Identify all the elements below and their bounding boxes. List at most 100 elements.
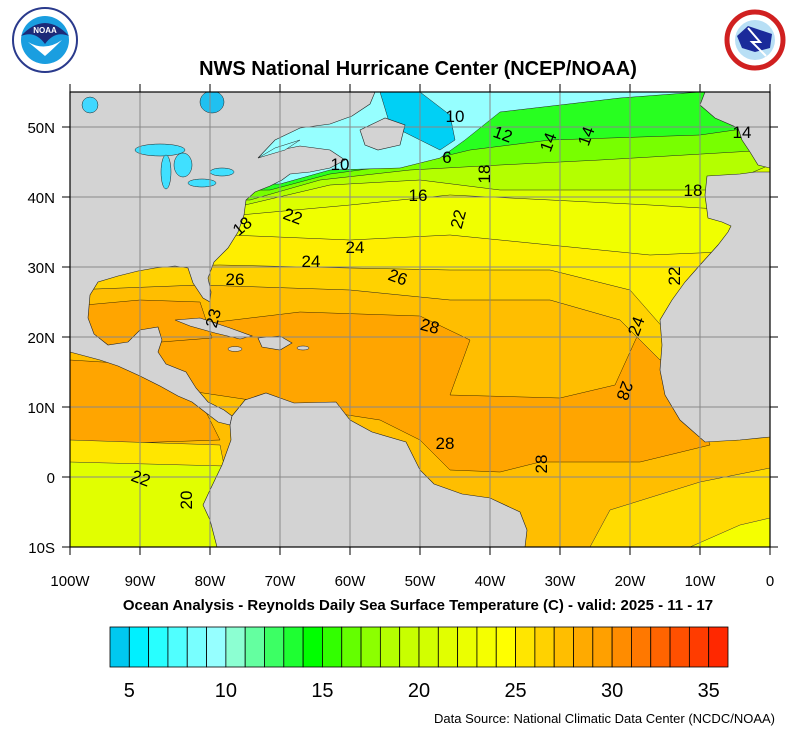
inland-water bbox=[134, 143, 186, 157]
land-island bbox=[227, 346, 243, 352]
contour-label: 16 bbox=[409, 186, 428, 205]
colorbar-cell bbox=[322, 626, 343, 668]
land-europe bbox=[699, 92, 770, 169]
nws-logo bbox=[724, 9, 786, 71]
colorbar-cell bbox=[495, 626, 516, 668]
sst-band-28 bbox=[149, 311, 711, 473]
lon-label: 80W bbox=[195, 573, 227, 590]
colorbar-label: 35 bbox=[698, 680, 720, 702]
colorbar-cell bbox=[688, 626, 710, 668]
contour-label: 18 bbox=[475, 165, 494, 184]
lat-label: 40N bbox=[27, 190, 55, 207]
lon-label: 70W bbox=[265, 573, 297, 590]
lon-label: 10W bbox=[685, 573, 717, 590]
colorbar-cell bbox=[592, 626, 613, 668]
colorbar-cell bbox=[206, 626, 227, 668]
colorbar: 5 10 15 20 25 30 35 bbox=[109, 626, 729, 702]
contour-label: 20 bbox=[177, 491, 196, 510]
colorbar-cell bbox=[244, 626, 265, 668]
land-newfoundland bbox=[359, 117, 406, 151]
lat-label: 30N bbox=[27, 260, 55, 277]
map-subtitle: Ocean Analysis - Reynolds Daily Sea Surf… bbox=[123, 597, 713, 614]
sst-band-south-22 bbox=[689, 517, 770, 547]
contour-label: 10 bbox=[331, 155, 350, 174]
map-axes: 100W 90W 80W 70W 60W 50W 40W 30W 20W 10W 0 50N 40N 30… bbox=[27, 84, 778, 590]
colorbar-cell bbox=[379, 626, 401, 668]
sst-band-pacific-20 bbox=[70, 461, 231, 547]
colorbar-cell bbox=[457, 626, 478, 668]
noaa-logo: NOAA bbox=[12, 7, 78, 73]
inland-water bbox=[187, 178, 217, 188]
land-hispaniola bbox=[257, 335, 293, 351]
colorbar-label: 15 bbox=[311, 680, 333, 702]
contour-label: 28 bbox=[418, 315, 441, 338]
colorbar-cell bbox=[109, 626, 130, 668]
colorbar-cell bbox=[148, 626, 169, 668]
colorbar-cell bbox=[534, 626, 555, 668]
lat-label: 0 bbox=[47, 470, 55, 487]
contour-label: 23 bbox=[202, 307, 225, 330]
contour-label: 22 bbox=[665, 267, 684, 286]
contour-label: 28 bbox=[436, 434, 455, 453]
colorbar-cell bbox=[515, 626, 536, 668]
lon-label: 100W bbox=[50, 573, 90, 590]
contour-label: 24 bbox=[346, 238, 365, 257]
land-masses bbox=[70, 92, 770, 547]
lon-label: 20W bbox=[615, 573, 647, 590]
colorbar-cell bbox=[669, 626, 690, 668]
colorbar-cell bbox=[650, 626, 671, 668]
lat-label: 50N bbox=[27, 120, 55, 137]
lat-label: 10N bbox=[27, 400, 55, 417]
colorbar-label: 25 bbox=[504, 680, 526, 702]
gulf-of-st-lawrence bbox=[257, 139, 301, 159]
contour-label: 26 bbox=[226, 270, 245, 289]
colorbar-cell bbox=[225, 626, 246, 668]
contour-label: 6 bbox=[442, 148, 451, 167]
contour-label: 22 bbox=[447, 208, 470, 231]
colorbar-label: 30 bbox=[601, 680, 623, 702]
lon-label: 0 bbox=[766, 573, 774, 590]
contour-label: 14 bbox=[733, 123, 752, 142]
contour-label: 10 bbox=[446, 107, 465, 126]
noaa-logo-text: NOAA bbox=[33, 26, 57, 35]
colorbar-cell bbox=[186, 626, 207, 668]
colorbar-cell bbox=[399, 626, 420, 668]
lon-label: 40W bbox=[475, 573, 507, 590]
colorbar-cell bbox=[341, 626, 362, 668]
land-iberia-africa bbox=[659, 171, 770, 443]
colorbar-cell bbox=[302, 626, 323, 668]
colorbar-cell bbox=[476, 626, 497, 668]
inland-water bbox=[173, 152, 193, 178]
colorbar-cell bbox=[264, 626, 285, 668]
colorbar-cell bbox=[128, 626, 150, 668]
colorbar-label: 10 bbox=[215, 680, 237, 702]
colorbar-cell bbox=[360, 626, 381, 668]
colorbar-cell bbox=[553, 626, 574, 668]
contour-label: 18 bbox=[684, 181, 703, 200]
colorbar-cell bbox=[283, 626, 304, 668]
colorbar-cell bbox=[167, 626, 188, 668]
colorbar-cell bbox=[631, 626, 652, 668]
colorbar-cell bbox=[437, 626, 459, 668]
graticule bbox=[70, 92, 770, 547]
lat-label: 10S bbox=[28, 540, 55, 557]
lon-label: 60W bbox=[335, 573, 367, 590]
contour-label: 24 bbox=[302, 252, 321, 271]
sst-band-south-24 bbox=[589, 467, 770, 547]
colorbar-label: 5 bbox=[124, 680, 135, 702]
colorbar-cell bbox=[418, 626, 439, 668]
lon-label: 50W bbox=[405, 573, 437, 590]
lat-label: 20N bbox=[27, 330, 55, 347]
colorbar-cell bbox=[708, 626, 729, 668]
inland-water bbox=[160, 154, 172, 190]
contour-label: 28 bbox=[532, 455, 551, 474]
land-island bbox=[296, 345, 310, 351]
inland-water bbox=[81, 96, 99, 114]
data-source: Data Source: National Climatic Data Cent… bbox=[434, 711, 775, 726]
inland-water bbox=[209, 167, 235, 177]
page-title: NWS National Hurricane Center (NCEP/NOAA… bbox=[199, 58, 637, 80]
colorbar-label: 20 bbox=[408, 680, 430, 702]
inland-water bbox=[199, 92, 225, 114]
